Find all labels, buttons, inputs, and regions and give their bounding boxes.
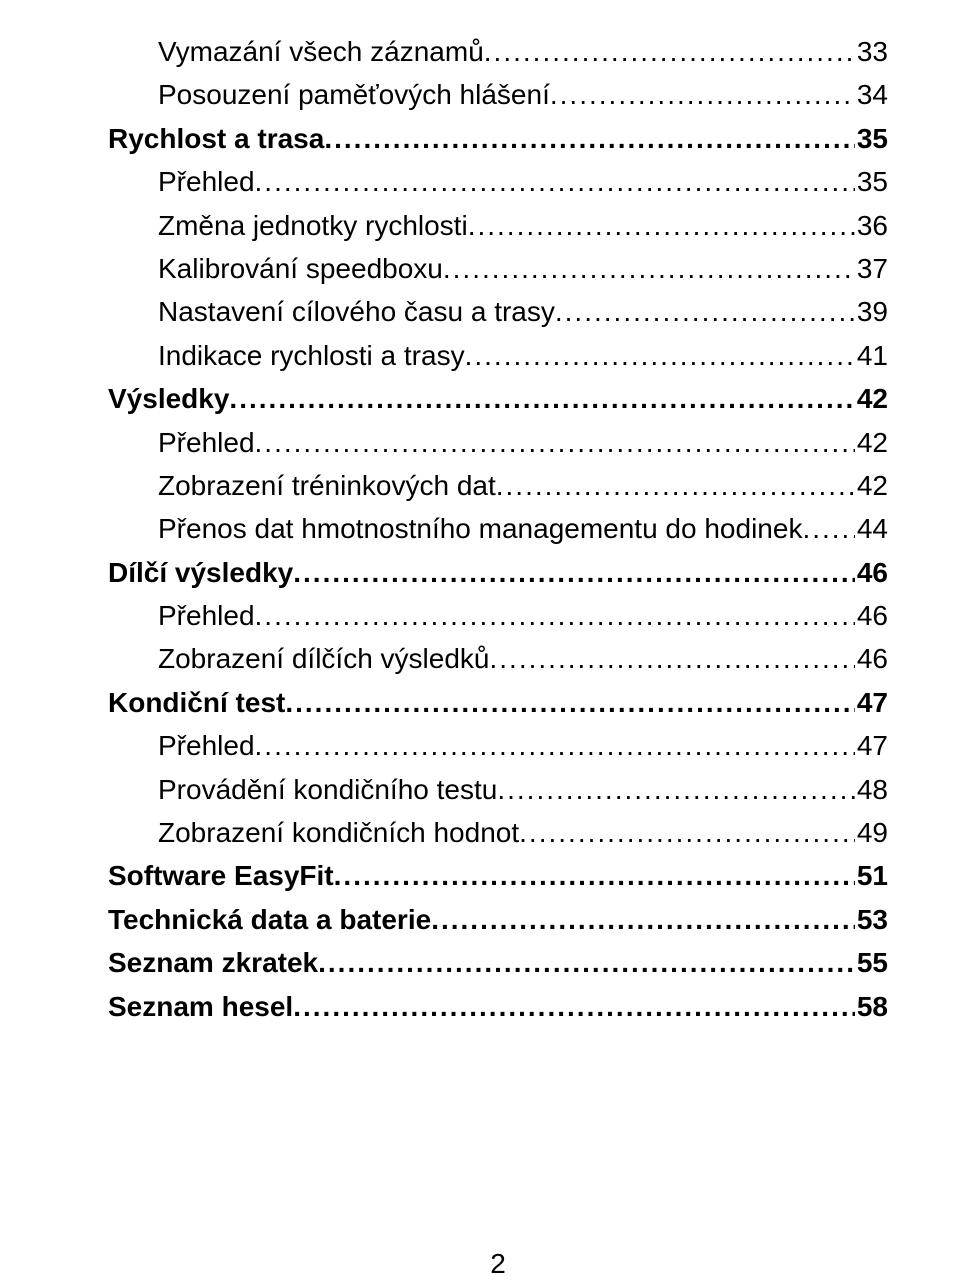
toc-row: Kalibrování speedboxu 37 [108,247,888,290]
toc-page-number: 47 [855,724,888,767]
toc-row: Provádění kondičního testu 48 [108,768,888,811]
toc-row: Přenos dat hmotnostního managementu do h… [108,507,888,550]
toc-row: Seznam hesel 58 [108,985,888,1028]
toc-row: Přehled 35 [108,160,888,203]
toc-row: Seznam zkratek 55 [108,941,888,984]
toc-row: Kondiční test 47 [108,681,888,724]
toc-page-number: 42 [855,377,888,420]
toc-leader-dots [255,160,855,203]
toc-page-number: 36 [855,204,888,247]
toc-page-number: 58 [855,985,888,1028]
toc-row: Posouzení paměťových hlášení 34 [108,73,888,116]
toc-leader-dots [293,985,855,1028]
toc-leader-dots [431,898,855,941]
toc-row: Vymazání všech záznamů 33 [108,30,888,73]
toc-page-number: 41 [855,334,888,377]
toc-leader-dots [293,551,855,594]
toc-row: Přehled 47 [108,724,888,767]
toc-leader-dots [550,73,855,116]
toc-leader-dots [465,334,855,377]
toc-label: Zobrazení dílčích výsledků [158,637,490,680]
toc-label: Přehled [158,421,255,464]
toc-row: Zobrazení kondičních hodnot 49 [108,811,888,854]
toc-label: Provádění kondičního testu [158,768,497,811]
toc-page-number: 46 [855,551,888,594]
toc-leader-dots [255,421,855,464]
toc-page-number: 35 [855,160,888,203]
toc-label: Kondiční test [108,681,285,724]
toc-label: Vymazání všech záznamů [158,30,484,73]
toc-leader-dots [255,724,855,767]
toc-row: Zobrazení dílčích výsledků 46 [108,637,888,680]
toc-leader-dots [229,377,854,420]
toc-row: Přehled 46 [108,594,888,637]
toc-page-number: 42 [855,464,888,507]
toc-label: Posouzení paměťových hlášení [158,73,550,116]
toc-page-number: 37 [855,247,888,290]
toc-leader-dots [555,290,855,333]
toc-label: Nastavení cílového času a trasy [158,290,555,333]
toc-label: Indikace rychlosti a trasy [158,334,465,377]
toc-leader-dots [484,30,855,73]
toc-page-number: 46 [855,637,888,680]
toc-label: Zobrazení tréninkových dat [158,464,496,507]
toc-row: Dílčí výsledky 46 [108,551,888,594]
toc-page-number: 39 [855,290,888,333]
toc-row: Výsledky 42 [108,377,888,420]
toc-row: Přehled 42 [108,421,888,464]
toc-page-number: 34 [855,73,888,116]
toc-label: Kalibrování speedboxu [158,247,443,290]
toc-page-number: 49 [855,811,888,854]
toc-label: Seznam zkratek [108,941,318,984]
toc-page-number: 42 [855,421,888,464]
toc-label: Software EasyFit [108,854,334,897]
toc-leader-dots [497,768,855,811]
toc-leader-dots [519,811,855,854]
toc-page-number: 46 [855,594,888,637]
toc-leader-dots [285,681,855,724]
toc-page-number: 47 [855,681,888,724]
toc-row: Rychlost a trasa 35 [108,117,888,160]
toc-leader-dots [802,507,854,550]
toc-row: Technická data a baterie 53 [108,898,888,941]
toc-leader-dots [255,594,855,637]
toc-leader-dots [496,464,855,507]
toc-row: Zobrazení tréninkových dat 42 [108,464,888,507]
toc-leader-dots [334,854,855,897]
toc-row: Změna jednotky rychlosti 36 [108,204,888,247]
toc-row: Software EasyFit 51 [108,854,888,897]
page-number: 2 [108,1248,888,1280]
toc-label: Přehled [158,594,255,637]
toc-label: Přehled [158,160,255,203]
toc-row: Nastavení cílového času a trasy 39 [108,290,888,333]
toc-leader-dots [468,204,855,247]
toc-label: Změna jednotky rychlosti [158,204,468,247]
toc-page-number: 51 [855,854,888,897]
toc-leader-dots [490,637,855,680]
table-of-contents: Vymazání všech záznamů33Posouzení paměťo… [108,30,888,1028]
toc-label: Zobrazení kondičních hodnot [158,811,519,854]
toc-page-number: 48 [855,768,888,811]
toc-leader-dots [324,117,855,160]
toc-label: Seznam hesel [108,985,293,1028]
toc-label: Rychlost a trasa [108,117,324,160]
toc-label: Dílčí výsledky [108,551,293,594]
toc-label: Technická data a baterie [108,898,431,941]
toc-page-number: 35 [855,117,888,160]
toc-row: Indikace rychlosti a trasy 41 [108,334,888,377]
toc-leader-dots [443,247,855,290]
toc-leader-dots [318,941,855,984]
toc-page-number: 53 [855,898,888,941]
toc-page-number: 44 [855,507,888,550]
toc-label: Přenos dat hmotnostního managementu do h… [158,507,802,550]
toc-page-number: 55 [855,941,888,984]
toc-label: Přehled [158,724,255,767]
page: Vymazání všech záznamů33Posouzení paměťo… [0,0,960,1280]
toc-label: Výsledky [108,377,229,420]
toc-page-number: 33 [855,30,888,73]
